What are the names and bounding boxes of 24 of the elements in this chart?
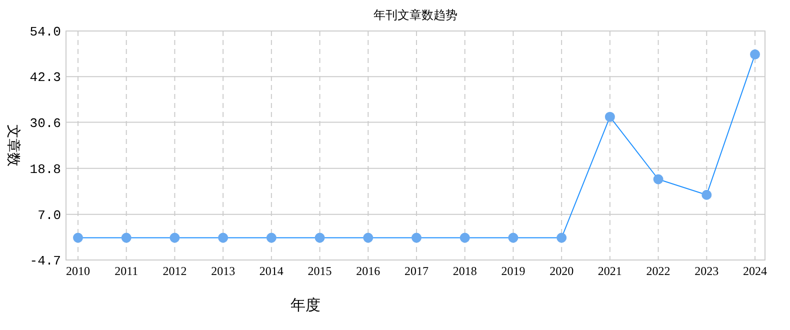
x-tick-label: 2023 — [694, 264, 719, 278]
x-tick-label: 2011 — [114, 264, 138, 278]
x-tick-label: 2016 — [356, 264, 380, 278]
y-axis-title: 文章数 — [5, 124, 22, 166]
x-tick-label: 2015 — [308, 264, 332, 278]
y-tick-label: 42.3 — [30, 70, 61, 86]
x-tick-label: 2018 — [452, 264, 477, 278]
chart-title: 年刊文章数趋势 — [374, 8, 458, 22]
y-tick-label: -4.7 — [30, 254, 61, 269]
x-tick-label: 2010 — [66, 264, 90, 278]
y-tick-label: 30.6 — [30, 116, 61, 131]
x-tick-label: 2019 — [501, 264, 526, 278]
x-tick-label: 2012 — [162, 264, 187, 278]
x-tick-label: 2024 — [743, 264, 767, 278]
x-tick-label: 2014 — [259, 264, 284, 278]
x-axis-title: 年度 — [290, 297, 320, 314]
x-tick-label: 2022 — [646, 264, 670, 278]
y-tick-label: 54.0 — [30, 24, 61, 40]
x-tick-label: 2021 — [598, 264, 622, 278]
x-tick-label: 2013 — [211, 264, 236, 278]
x-tick-label: 2017 — [404, 264, 428, 278]
x-tick-label: 2020 — [550, 264, 574, 278]
y-tick-label: 18.8 — [30, 162, 61, 177]
y-tick-label: 7.0 — [38, 208, 61, 223]
